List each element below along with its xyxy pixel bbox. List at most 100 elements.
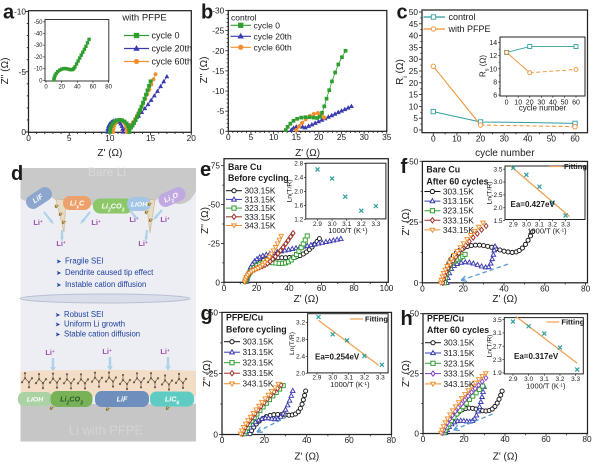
svg-text:2.9: 2.9 xyxy=(313,221,322,228)
svg-text:g: g xyxy=(201,303,213,325)
svg-text:50: 50 xyxy=(547,133,557,143)
svg-text:2.4: 2.4 xyxy=(294,175,303,182)
svg-text:1000/T (K-1): 1000/T (K-1) xyxy=(330,380,370,389)
svg-text:0: 0 xyxy=(420,284,425,294)
svg-text:Z' (Ω): Z' (Ω) xyxy=(294,452,319,463)
svg-text:e: e xyxy=(200,159,211,181)
svg-text:cycle 0: cycle 0 xyxy=(254,20,281,30)
svg-text:303.15K: 303.15K xyxy=(444,338,475,348)
svg-text:Fragile SEI: Fragile SEI xyxy=(65,256,104,265)
svg-text:20: 20 xyxy=(252,283,262,293)
svg-text:-10: -10 xyxy=(14,7,26,17)
svg-text:cycle 60th: cycle 60th xyxy=(152,57,193,67)
svg-text:cycle 20th: cycle 20th xyxy=(152,44,193,54)
svg-text:cycle 20th: cycle 20th xyxy=(254,31,293,41)
svg-text:40: 40 xyxy=(549,100,557,107)
svg-text:e-: e- xyxy=(149,216,154,225)
svg-text:20: 20 xyxy=(58,85,65,91)
svg-text:2.9: 2.9 xyxy=(508,376,517,383)
svg-text:2.0: 2.0 xyxy=(294,189,303,196)
svg-text:Fitting: Fitting xyxy=(365,315,388,324)
svg-text:5: 5 xyxy=(413,113,418,123)
svg-text:PFPE/Cu: PFPE/Cu xyxy=(226,312,263,322)
svg-text:10: 10 xyxy=(452,133,462,143)
svg-text:3.3: 3.3 xyxy=(561,222,570,229)
svg-text:25: 25 xyxy=(409,66,419,76)
svg-text:Bare Li: Bare Li xyxy=(88,165,126,179)
svg-text:0: 0 xyxy=(39,78,43,84)
svg-text:0: 0 xyxy=(220,126,225,136)
svg-text:343.15K: 343.15K xyxy=(443,225,474,235)
svg-text:313.15K: 313.15K xyxy=(443,196,474,206)
svg-text:0: 0 xyxy=(414,278,419,288)
svg-text:e-: e- xyxy=(50,404,55,413)
svg-text:Fitting: Fitting xyxy=(564,162,587,171)
svg-text:e-: e- xyxy=(59,210,64,219)
svg-text:Z' (Ω): Z' (Ω) xyxy=(492,294,517,305)
svg-text:Before cycling: Before cycling xyxy=(228,173,289,183)
svg-text:LiOH: LiOH xyxy=(131,201,148,208)
svg-text:303.15K: 303.15K xyxy=(245,186,276,196)
svg-text:d: d xyxy=(11,163,23,185)
svg-text:Uniform Li growth: Uniform Li growth xyxy=(64,320,125,329)
svg-text:40: 40 xyxy=(499,284,509,294)
svg-text:Z' (Ω): Z' (Ω) xyxy=(493,452,518,463)
svg-text:-50: -50 xyxy=(208,200,220,210)
svg-text:30: 30 xyxy=(500,133,510,143)
svg-text:e-: e- xyxy=(145,208,150,217)
svg-text:-20: -20 xyxy=(212,46,224,56)
svg-text:20: 20 xyxy=(314,132,324,142)
svg-text:-10: -10 xyxy=(34,67,43,73)
svg-text:3.0: 3.0 xyxy=(522,222,531,229)
svg-text:Robust SEI: Robust SEI xyxy=(64,310,103,319)
svg-text:3.1: 3.1 xyxy=(493,330,502,337)
svg-text:60: 60 xyxy=(317,283,327,293)
svg-text:0: 0 xyxy=(26,133,31,143)
svg-text:0: 0 xyxy=(21,127,26,137)
svg-text:40: 40 xyxy=(284,283,294,293)
svg-text:Li+: Li+ xyxy=(56,239,66,248)
svg-text:60: 60 xyxy=(90,85,97,91)
svg-text:5: 5 xyxy=(67,133,72,143)
svg-text:Li+: Li+ xyxy=(160,215,170,224)
svg-text:-50: -50 xyxy=(407,309,419,319)
svg-text:313.15K: 313.15K xyxy=(444,348,475,358)
svg-text:15: 15 xyxy=(146,133,156,143)
svg-text:3.2: 3.2 xyxy=(548,222,557,229)
svg-text:Li+: Li+ xyxy=(160,347,170,356)
svg-text:0: 0 xyxy=(431,133,436,143)
svg-text:Fitting: Fitting xyxy=(561,318,584,327)
svg-text:0: 0 xyxy=(215,277,220,287)
svg-text:-50: -50 xyxy=(34,20,43,26)
svg-text:-25: -25 xyxy=(406,217,418,227)
svg-text:After 60 cycles: After 60 cycles xyxy=(427,325,489,335)
svg-text:-75: -75 xyxy=(208,161,220,171)
svg-text:-5: -5 xyxy=(217,106,225,116)
svg-text:3.0: 3.0 xyxy=(328,375,337,382)
svg-text:80: 80 xyxy=(582,434,592,444)
svg-text:e-: e- xyxy=(62,218,67,227)
svg-text:-25: -25 xyxy=(407,369,419,379)
svg-text:323.15K: 323.15K xyxy=(243,358,274,368)
svg-text:2.9: 2.9 xyxy=(312,375,321,382)
svg-text:323.15K: 323.15K xyxy=(443,206,474,216)
svg-text:303.15K: 303.15K xyxy=(443,187,474,197)
svg-text:Z'' (Ω): Z'' (Ω) xyxy=(401,360,412,387)
svg-text:0: 0 xyxy=(413,125,418,135)
svg-text:Z' (Ω): Z' (Ω) xyxy=(294,294,319,305)
svg-text:313.15K: 313.15K xyxy=(245,194,276,204)
svg-text:12: 12 xyxy=(489,53,497,60)
svg-text:20: 20 xyxy=(459,284,469,294)
svg-text:2.3: 2.3 xyxy=(493,357,502,364)
svg-text:-30: -30 xyxy=(34,43,43,49)
svg-text:3.0: 3.0 xyxy=(524,376,533,383)
svg-text:-30: -30 xyxy=(212,6,224,16)
svg-text:1.9: 1.9 xyxy=(493,370,502,377)
svg-text:➤: ➤ xyxy=(56,282,62,289)
svg-text:80: 80 xyxy=(581,284,591,294)
svg-text:Li+: Li+ xyxy=(102,347,112,356)
svg-text:0: 0 xyxy=(421,434,426,444)
svg-text:Z'' (Ω): Z'' (Ω) xyxy=(0,58,11,85)
svg-text:6: 6 xyxy=(493,93,497,100)
svg-text:-25: -25 xyxy=(206,368,218,378)
